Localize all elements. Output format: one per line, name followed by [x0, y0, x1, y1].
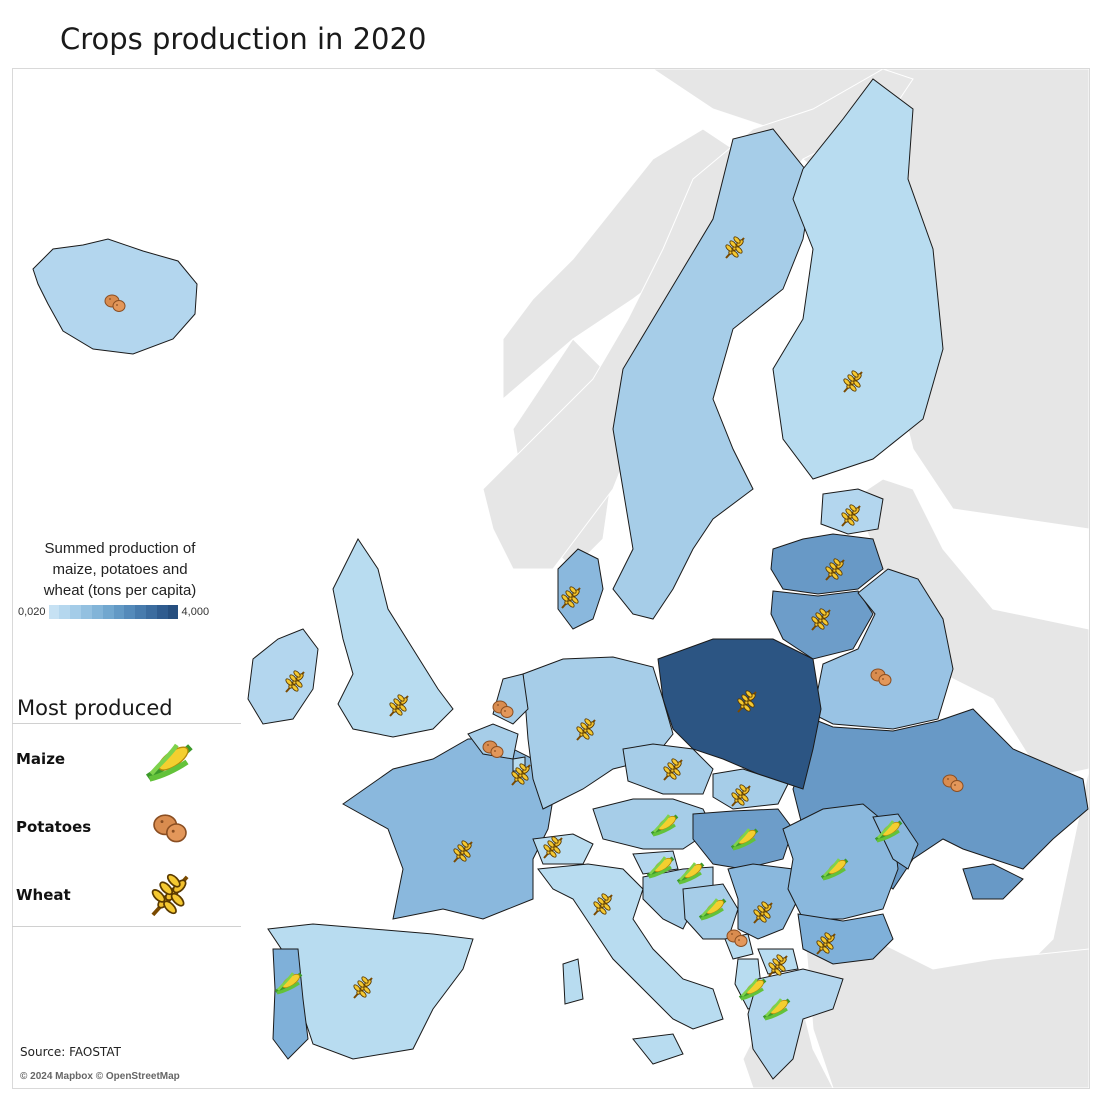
- ramp-swatch: [48, 605, 60, 619]
- country-shapes: [32, 69, 1089, 1080]
- country-uk: [332, 538, 454, 738]
- color-legend: Summed production of maize, potatoes and…: [18, 538, 222, 619]
- ramp-swatch: [145, 605, 157, 619]
- maize-icon: [146, 743, 193, 782]
- legend-title-line3: wheat (tons per capita): [43, 582, 197, 599]
- ramp-swatch: [135, 605, 146, 619]
- country-latvia: [770, 533, 884, 595]
- map-canvas[interactable]: [12, 68, 1090, 1089]
- most-produced-heading: Most produced: [12, 690, 241, 724]
- ramp-swatch: [70, 605, 82, 619]
- legend-item-wheat: Wheat: [16, 886, 71, 904]
- country-bulgaria: [797, 913, 894, 965]
- country-sardinia: [562, 958, 584, 1005]
- country-poland: [657, 638, 822, 790]
- map-title: Crops production in 2020: [60, 22, 427, 56]
- legend-item-maize: Maize: [16, 750, 66, 768]
- most-produced-legend: Most produced Maize Potatoes Wheat: [12, 690, 241, 927]
- country-sicily: [632, 1033, 684, 1065]
- ramp-swatch: [81, 605, 92, 619]
- country-denmark: [557, 548, 604, 630]
- ramp-swatch: [113, 605, 125, 619]
- ramp-swatch: [91, 605, 103, 619]
- country-italy: [537, 863, 724, 1030]
- ramp-swatch: [156, 605, 168, 619]
- country-switzerland: [532, 833, 594, 865]
- legend-item-potatoes: Potatoes: [16, 818, 92, 836]
- ramp-swatch: [124, 605, 136, 619]
- country-crimea: [962, 863, 1024, 900]
- ramp-swatch: [167, 605, 179, 619]
- ramp-swatch: [59, 605, 71, 619]
- color-ramp: [48, 605, 179, 619]
- legend-max-label: 4,000: [181, 606, 210, 618]
- legend-bar: 0,020 4,000: [18, 605, 222, 619]
- wheat-icon: [151, 873, 189, 917]
- country-greece: [747, 968, 844, 1080]
- legend-title-line1: Summed production of: [44, 540, 196, 557]
- legend-divider: [12, 926, 241, 927]
- country-ireland: [247, 628, 319, 725]
- country-sweden: [612, 128, 814, 620]
- country-belarus: [812, 568, 954, 730]
- country-moldova: [872, 813, 919, 870]
- ramp-swatch: [102, 605, 114, 619]
- map-attribution[interactable]: © 2024 Mapbox © OpenStreetMap: [20, 1071, 180, 1082]
- source-label: Source: FAOSTAT: [20, 1045, 121, 1059]
- country-estonia: [820, 488, 884, 535]
- potato-icon: [153, 814, 187, 843]
- legend-title-line2: maize, potatoes and: [52, 561, 188, 578]
- country-slovakia: [712, 768, 789, 810]
- legend-min-label: 0,020: [18, 606, 46, 618]
- country-finland: [772, 78, 944, 480]
